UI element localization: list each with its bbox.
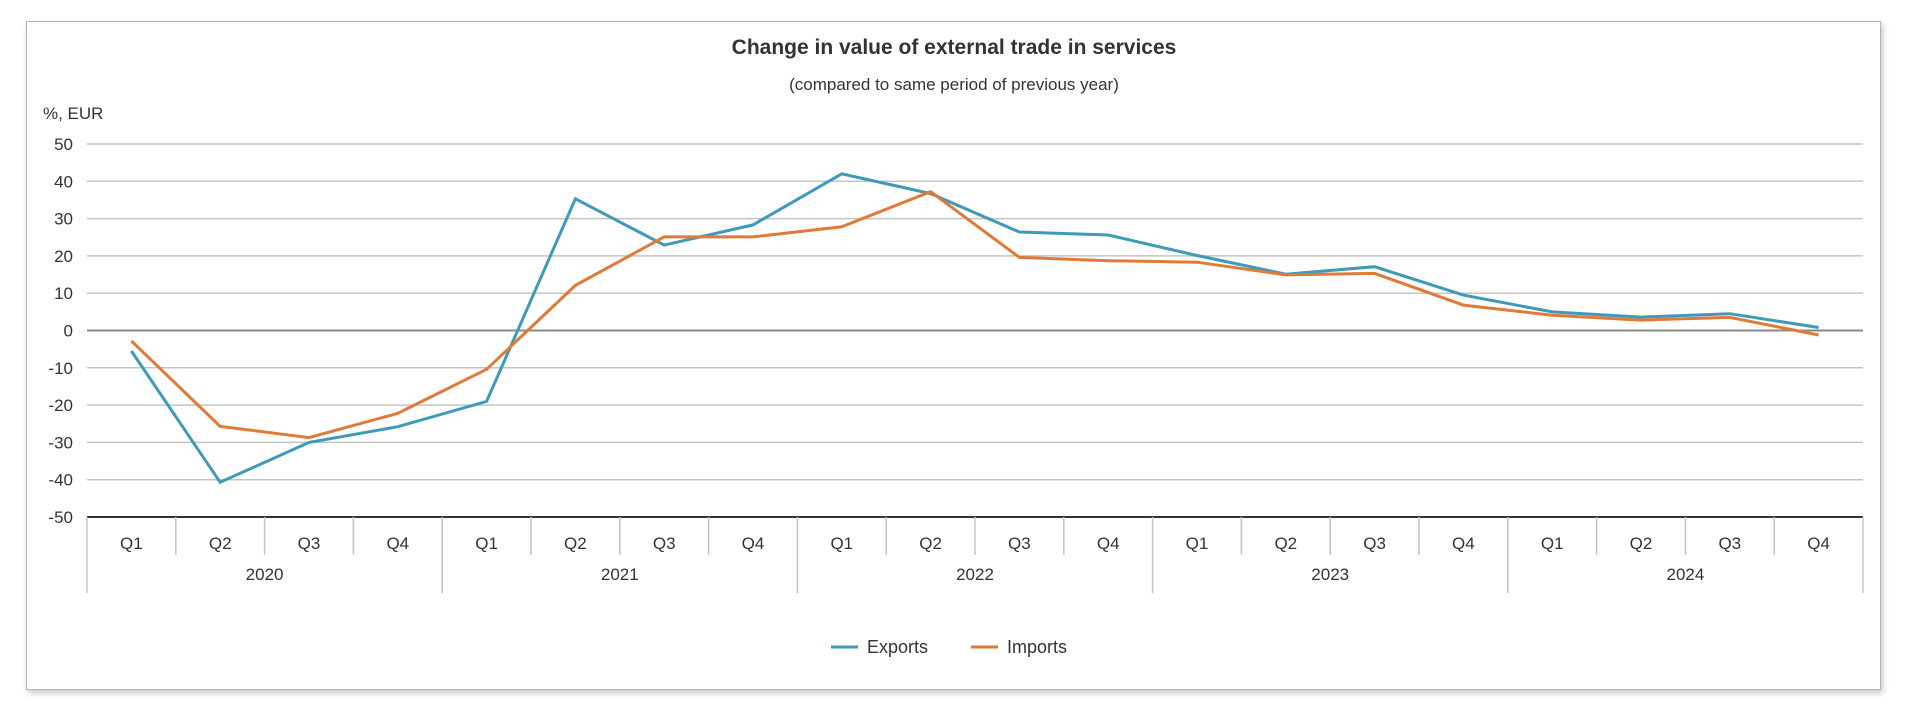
x-tick-label-quarter: Q2 [919,534,942,553]
x-tick-label-quarter: Q1 [120,534,143,553]
x-tick-label-quarter: Q2 [1274,534,1297,553]
x-tick-label-quarter: Q3 [298,534,321,553]
y-tick-label: -10 [48,359,73,378]
x-tick-label-year: 2023 [1311,565,1349,584]
x-tick-label-quarter: Q3 [1008,534,1031,553]
x-tick-label-quarter: Q4 [1807,534,1830,553]
y-tick-label: 10 [54,284,73,303]
x-tick-label-quarter: Q2 [1630,534,1653,553]
x-tick-label-quarter: Q1 [1186,534,1209,553]
x-tick-label-quarter: Q4 [386,534,409,553]
series-line-exports [130,172,1819,485]
series-lines [130,172,1819,485]
x-tick-label-year: 2022 [956,565,994,584]
y-tick-label: 30 [54,210,73,229]
y-tick-label: -20 [48,396,73,415]
x-tick-label-quarter: Q4 [1452,534,1475,553]
x-tick-label-year: 2021 [601,565,639,584]
x-tick-label-quarter: Q3 [1363,534,1386,553]
chart-frame [26,21,1881,690]
x-tick-label-year: 2024 [1666,565,1704,584]
x-tick-label-quarter: Q1 [1541,534,1564,553]
y-tick-label: -30 [48,433,73,452]
x-tick-label-quarter: Q2 [209,534,232,553]
y-axis-ticks: 50 40 30 20 10 0 -10 -20 -30 -40 -50 [48,135,73,527]
gridlines [87,143,1863,518]
y-tick-label: 20 [54,247,73,266]
chart-subtitle: (compared to same period of previous yea… [789,75,1119,94]
x-tick-label-quarter: Q4 [1097,534,1120,553]
x-tick-label-quarter: Q2 [564,534,587,553]
legend-label-imports: Imports [1007,637,1067,657]
series-line-imports [130,189,1819,440]
y-tick-label: 40 [54,172,73,191]
x-tick-label-quarter: Q4 [742,534,765,553]
legend: Exports Imports [831,637,1067,657]
x-tick-label-quarter: Q1 [830,534,853,553]
legend-label-exports: Exports [867,637,928,657]
chart-title: Change in value of external trade in ser… [732,36,1177,59]
x-axis: Q1 Q2 Q3 Q4 Q1 Q2 Q3 Q4 Q1 Q2 Q3 Q4 Q1 Q2 Q3 Q4 Q1 Q2 Q3 Q4… [86,517,1864,593]
x-tick-label-quarter: Q3 [1718,534,1741,553]
y-axis-unit-label: %, EUR [43,104,103,123]
x-tick-label-quarter: Q3 [653,534,676,553]
y-tick-label: 50 [54,135,73,154]
x-tick-label-year: 2020 [246,565,284,584]
y-tick-label: 0 [64,322,73,341]
x-tick-label-quarter: Q1 [475,534,498,553]
y-tick-label: -40 [48,471,73,490]
y-tick-label: -50 [48,508,73,527]
